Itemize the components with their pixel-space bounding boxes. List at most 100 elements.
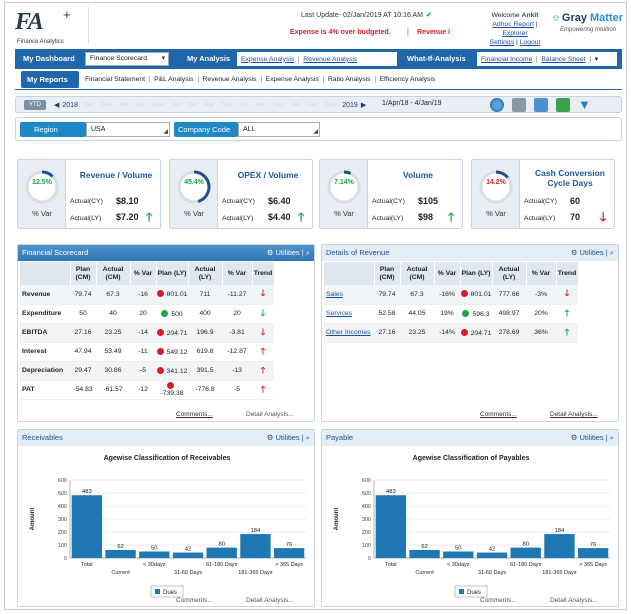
column-header[interactable]: % Var [222, 262, 253, 285]
month-label[interactable]: Feb [308, 102, 318, 108]
month-label[interactable]: Jun [171, 102, 181, 108]
my-dashboard-menu[interactable]: My Dashboard [15, 49, 77, 69]
month-label[interactable]: Jan [84, 102, 94, 108]
my-analysis-menu[interactable]: My Analysis [179, 49, 237, 69]
company-code-select[interactable]: ALL [238, 122, 320, 139]
welcome-text: Welcome [491, 12, 520, 19]
utilities-button[interactable]: ⚙ Utilities | ⌕ [570, 248, 614, 257]
bar [139, 551, 170, 558]
refresh-icon[interactable] [490, 98, 504, 112]
chart-title: Agewise Classification of Receivables [104, 455, 231, 462]
kpi-card[interactable]: 45.4% % Var OPEX / Volume Actual(CY) $6.… [169, 159, 313, 229]
column-header[interactable]: Plan (CM) [70, 262, 97, 285]
month-label[interactable]: Sep [221, 102, 232, 108]
revenue-table: Plan (CM) Actual (CM)% Var Plan (LY) Actual… [324, 262, 579, 343]
report-ratio-analysis[interactable]: Ratio Analysis [324, 75, 376, 83]
chevron-down-icon[interactable]: ▾ [594, 56, 599, 63]
kpi-var-label: % Var [334, 209, 354, 218]
table-row: Expenditure 50 40 20 500 400 20 🡓 [20, 304, 274, 324]
balance-sheet-link[interactable]: Balance Sheet [537, 55, 591, 63]
alert-separator: | [407, 29, 409, 36]
month-label[interactable]: Nov [255, 102, 266, 108]
report-financial-statement[interactable]: Financial Statement [81, 75, 151, 83]
kpi-card[interactable]: 12.5% % Var Revenue / Volume Actual(CY) … [17, 159, 161, 229]
column-header[interactable]: % Var [526, 262, 557, 285]
month-label[interactable]: May [153, 102, 164, 108]
search-icon[interactable]: ⌕ [305, 433, 310, 442]
email-icon[interactable] [534, 98, 548, 112]
comments-link[interactable]: Comments... [176, 411, 213, 418]
column-header[interactable]: % Var [434, 262, 461, 285]
expense-analysis-link[interactable]: Expense Analysis [237, 55, 300, 63]
comments-link[interactable]: Comments... [480, 411, 517, 418]
kpi-card[interactable]: 14.2% % Var Cash Conversion Cycle Days A… [471, 159, 615, 229]
status-dot-icon [460, 328, 468, 336]
column-header[interactable]: Plan (LY) [156, 262, 189, 285]
report-pl-analysis[interactable]: P&L Analysis [150, 75, 199, 83]
detail-analysis-link[interactable]: Detail Analysis... [246, 597, 294, 604]
column-header[interactable]: Actual (LY) [188, 262, 223, 285]
detail-analysis-link[interactable]: Detail Analysis... [550, 597, 598, 604]
search-icon[interactable]: ⌕ [305, 248, 310, 257]
report-expense-analysis[interactable]: Expense Analysis [262, 75, 324, 83]
what-if-analysis-menu[interactable]: What-If-Analysis [399, 49, 477, 69]
var-ly-cell: -12.87 [222, 342, 252, 362]
kpi-card[interactable]: 7.14% % Var Volume Actual(CY) $105 Actua… [319, 159, 463, 229]
column-header[interactable] [324, 262, 375, 285]
utilities-button[interactable]: ⚙ Utilities | ⌕ [266, 248, 310, 257]
month-label[interactable]: Oct [239, 102, 248, 108]
fa-logo[interactable]: FA + Finance Analytics [15, 7, 85, 49]
comments-link[interactable]: Comments... [480, 597, 517, 604]
row-label[interactable]: Sales [324, 285, 374, 305]
month-label[interactable]: Jul [188, 102, 196, 108]
utilities-button[interactable]: ⚙ Utilities | ⌕ [266, 433, 310, 442]
financial-income-link[interactable]: Financial Income [477, 55, 538, 63]
actual-cm-cell: -61.57 [96, 380, 130, 400]
settings-link[interactable]: Settings [489, 39, 515, 46]
column-header[interactable] [20, 262, 71, 285]
column-header[interactable]: Actual (CM) [400, 262, 435, 285]
column-header[interactable]: Actual (CM) [96, 262, 131, 285]
column-header[interactable]: Actual (LY) [492, 262, 527, 285]
month-label[interactable]: Mar [325, 102, 336, 108]
ytd-button[interactable]: YTD [24, 100, 46, 110]
column-header[interactable]: Plan (LY) [460, 262, 493, 285]
month-label[interactable]: Dec [273, 102, 284, 108]
column-header[interactable]: Trend [556, 262, 579, 285]
report-efficiency-analysis[interactable]: Efficiency Analysis [379, 75, 436, 83]
month-label[interactable]: Aug [203, 102, 214, 108]
kpi-cy-value: $105 [418, 196, 439, 206]
data-label: 80 [522, 542, 528, 548]
logout-link[interactable]: Logout [519, 39, 541, 46]
timeline-slider[interactable]: ◀ 2018 Jan Feb Mar Apr May Jun Jul Aug S… [54, 100, 366, 110]
detail-analysis-link[interactable]: Detail Analysis... [246, 411, 294, 418]
month-label[interactable]: Feb [101, 102, 112, 108]
search-icon[interactable]: ⌕ [609, 433, 614, 442]
adhoc-report-link[interactable]: Adhoc Report [492, 21, 534, 28]
kpi-percent: 12.5% [32, 179, 52, 186]
row-label[interactable]: Services [324, 304, 374, 324]
month-label[interactable]: Apr [136, 102, 146, 108]
explorer-link[interactable]: Explorer [502, 30, 528, 37]
column-header[interactable]: % Var [130, 262, 157, 285]
export-icon[interactable] [556, 98, 570, 112]
my-reports-menu[interactable]: My Reports [21, 71, 79, 88]
detail-analysis-link[interactable]: Detail Analysis... [550, 411, 598, 418]
comments-link[interactable]: Comments... [176, 597, 213, 604]
column-header[interactable]: Trend [252, 262, 275, 285]
utilities-button[interactable]: ⚙ Utilities | ⌕ [570, 433, 614, 442]
month-label[interactable]: Jan [291, 102, 301, 108]
revenue-analysis-link[interactable]: Revenue Analysis [303, 55, 358, 63]
filter-icon[interactable]: ▼ [578, 97, 591, 112]
report-revenue-analysis[interactable]: Revenue Analysis [199, 75, 262, 83]
column-header[interactable]: Plan (CM) [374, 262, 401, 285]
search-icon[interactable]: ⌕ [609, 248, 614, 257]
row-label[interactable]: Other Incomes [324, 323, 374, 343]
region-select[interactable]: USA [86, 122, 170, 139]
prev-icon[interactable]: ◀ [54, 102, 60, 109]
print-icon[interactable] [512, 98, 526, 112]
kpi-cy-label: Actual(CY) [372, 198, 405, 205]
month-label[interactable]: Mar [119, 102, 129, 108]
dashboard-select[interactable]: Finance Scorecard [85, 52, 169, 66]
next-icon[interactable]: ▶ [360, 102, 367, 109]
